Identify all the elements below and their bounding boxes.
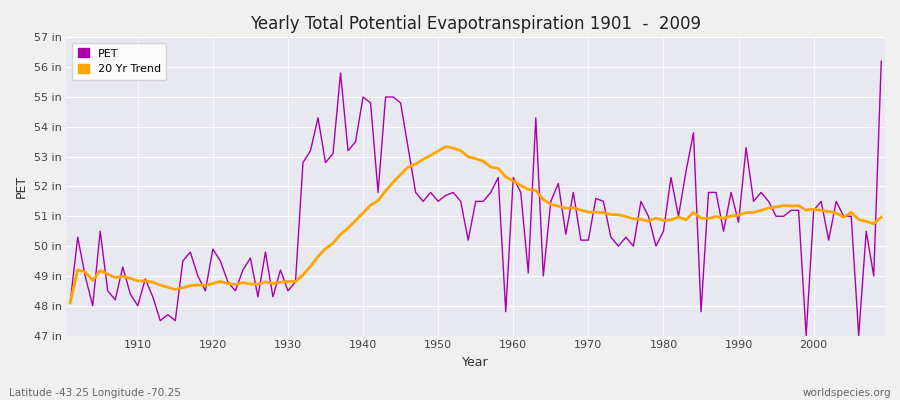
Text: worldspecies.org: worldspecies.org xyxy=(803,388,891,398)
PET xyxy=(335,71,346,76)
Legend: PET, 20 Yr Trend: PET, 20 Yr Trend xyxy=(72,43,166,80)
20 Yr Trend xyxy=(876,215,886,220)
PET xyxy=(508,175,518,180)
PET xyxy=(500,309,511,314)
PET xyxy=(801,333,812,338)
X-axis label: Year: Year xyxy=(463,356,489,369)
20 Yr Trend xyxy=(516,183,526,188)
PET xyxy=(65,300,76,305)
20 Yr Trend xyxy=(290,279,301,284)
20 Yr Trend xyxy=(125,276,136,281)
20 Yr Trend xyxy=(508,178,518,183)
PET xyxy=(876,59,886,64)
Text: Latitude -43.25 Longitude -70.25: Latitude -43.25 Longitude -70.25 xyxy=(9,388,181,398)
PET xyxy=(290,280,301,284)
PET xyxy=(598,199,608,204)
Title: Yearly Total Potential Evapotranspiration 1901  -  2009: Yearly Total Potential Evapotranspiratio… xyxy=(250,15,701,33)
20 Yr Trend xyxy=(440,144,451,149)
20 Yr Trend xyxy=(606,212,616,217)
20 Yr Trend xyxy=(65,300,76,305)
Line: 20 Yr Trend: 20 Yr Trend xyxy=(70,147,881,303)
Y-axis label: PET: PET xyxy=(15,175,28,198)
Line: PET: PET xyxy=(70,61,881,336)
PET xyxy=(125,292,136,296)
20 Yr Trend xyxy=(335,232,346,237)
